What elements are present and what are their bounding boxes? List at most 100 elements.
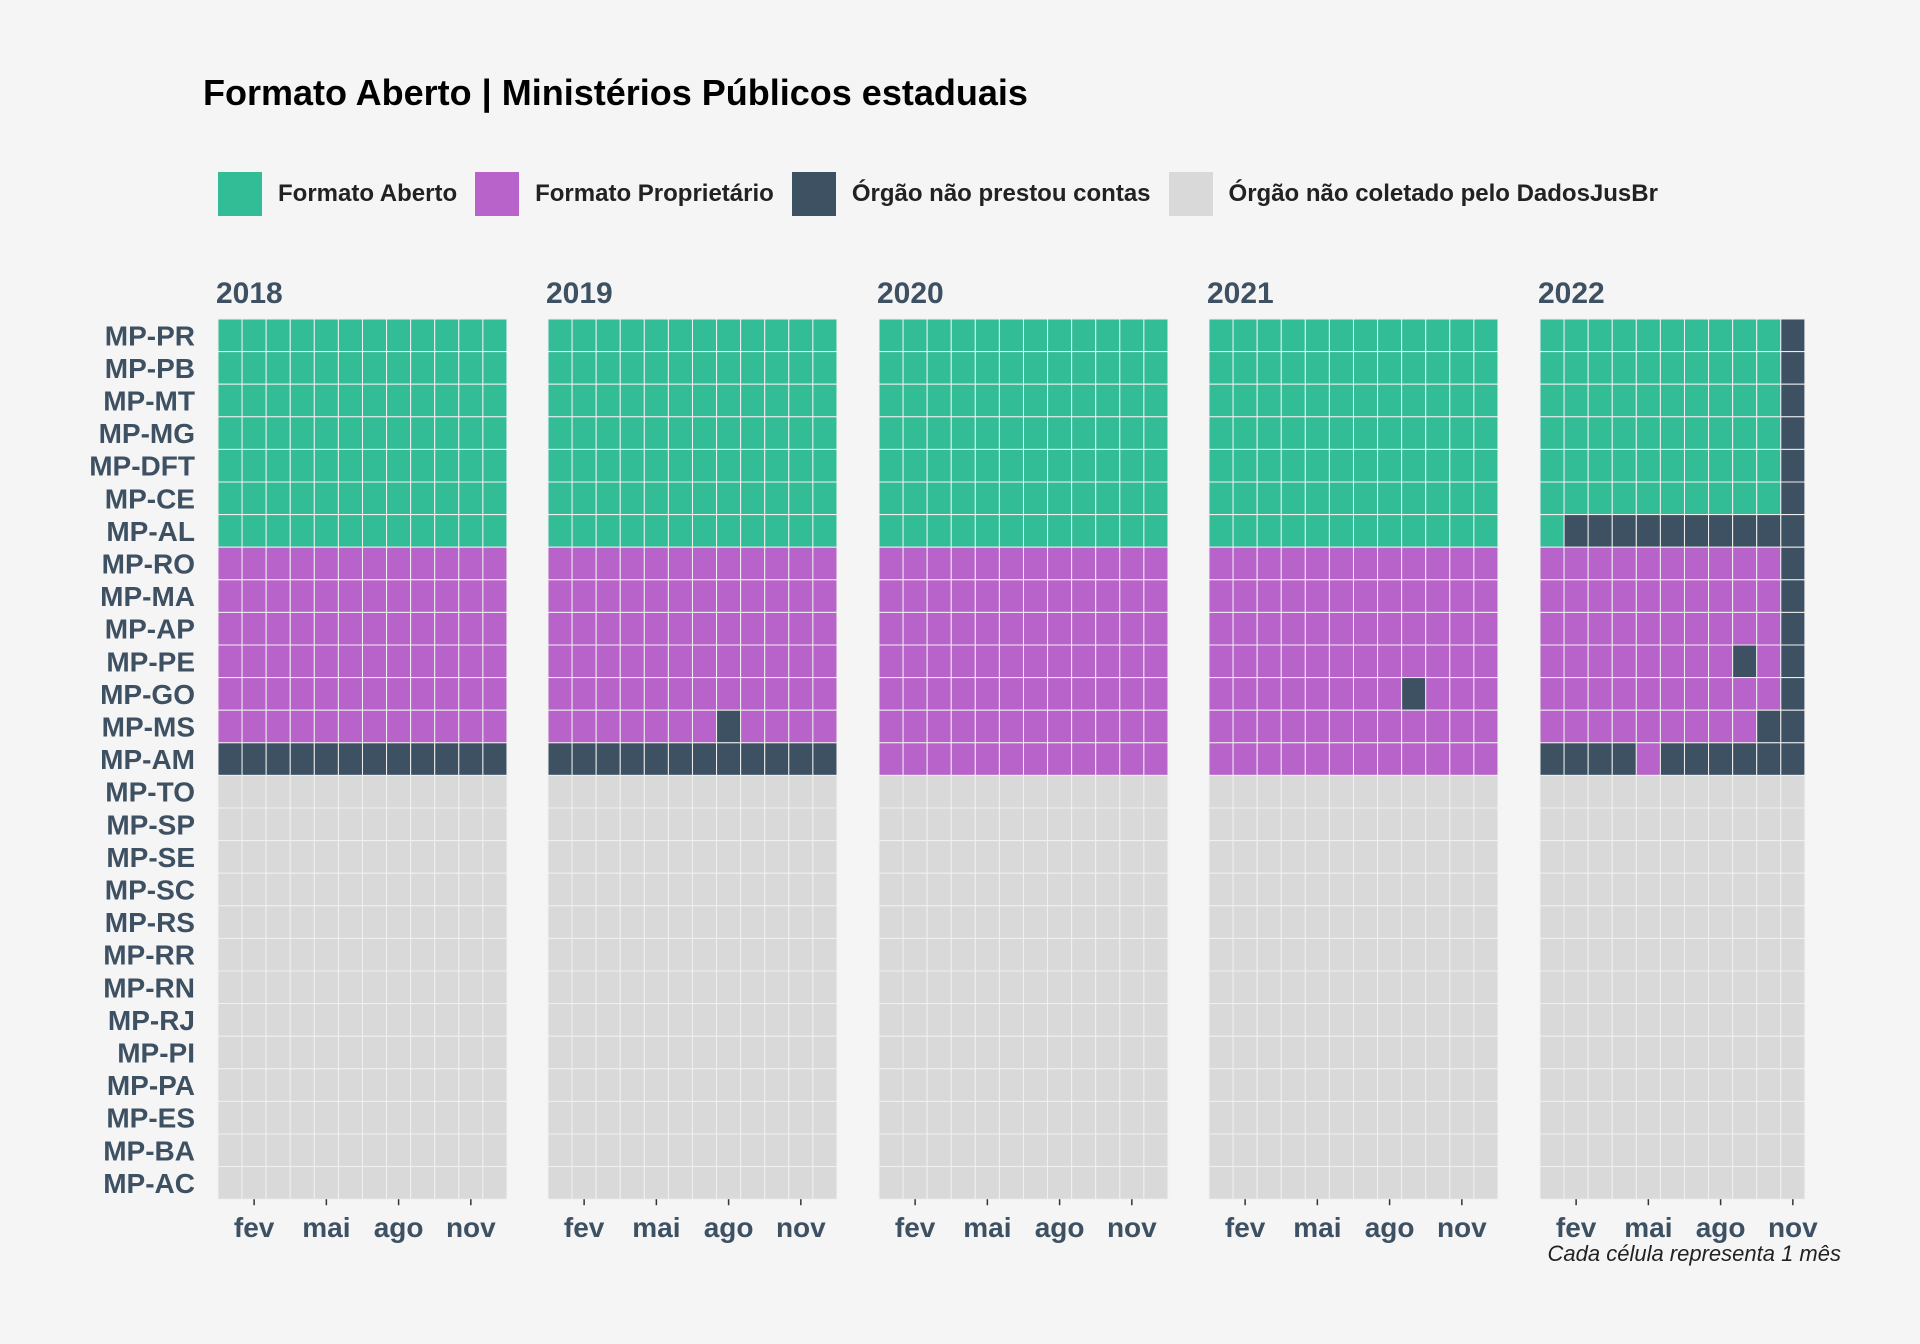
heatmap-cell: [1563, 1133, 1589, 1168]
heatmap-cell: [950, 448, 976, 483]
heatmap-cell: [1143, 546, 1169, 581]
heatmap-cell: [1587, 351, 1613, 385]
heatmap-cell: [1280, 872, 1306, 907]
heatmap-cell: [1143, 1100, 1169, 1135]
heatmap-cell: [667, 742, 693, 776]
heatmap-cell: [902, 351, 928, 385]
heatmap-cell: [740, 383, 766, 418]
heatmap-cell: [812, 1035, 838, 1070]
heatmap-cell: [788, 1100, 814, 1135]
heatmap-cell: [410, 970, 436, 1005]
heatmap-cell: [812, 872, 838, 907]
heatmap-cell: [1071, 546, 1097, 581]
heatmap-cell: [1659, 383, 1685, 418]
heatmap-cell: [1022, 677, 1049, 711]
heatmap-cell: [878, 644, 904, 679]
heatmap-cell: [458, 774, 484, 809]
heatmap-cell: [1756, 514, 1782, 548]
heatmap-cell: [1377, 1100, 1403, 1135]
heatmap-cell: [1352, 611, 1379, 646]
heatmap-cell: [998, 840, 1024, 874]
heatmap-cell: [1401, 1003, 1427, 1037]
heatmap-cell: [1708, 742, 1734, 776]
heatmap-cell: [974, 1100, 1000, 1135]
heatmap-cell: [902, 579, 928, 613]
heatmap-cell: [1449, 383, 1475, 418]
heatmap-cell: [1119, 546, 1145, 581]
heatmap-cell: [386, 807, 412, 842]
heatmap-cell: [1119, 611, 1145, 646]
heatmap-cell: [716, 579, 742, 613]
heatmap-cell: [1732, 937, 1758, 972]
heatmap-cell: [1756, 318, 1782, 353]
heatmap-cell: [1328, 742, 1354, 776]
heatmap-cell: [410, 448, 436, 483]
heatmap-cell: [1377, 872, 1403, 907]
heatmap-cell: [1095, 546, 1121, 581]
x-tick-label: nov: [1437, 1212, 1487, 1243]
heatmap-cell: [950, 807, 976, 842]
heatmap-cell: [241, 807, 267, 842]
heatmap-cell: [1232, 448, 1258, 483]
heatmap-cell: [458, 644, 484, 679]
heatmap-cell: [1449, 1100, 1475, 1135]
heatmap-cell: [595, 840, 621, 874]
heatmap-cell: [1352, 383, 1379, 418]
heatmap-cell: [434, 1035, 460, 1070]
heatmap-cell: [740, 416, 766, 450]
heatmap-cell: [1256, 546, 1282, 581]
heatmap-cell: [788, 872, 814, 907]
heatmap-cell: [265, 416, 291, 450]
heatmap-cell: [482, 448, 508, 483]
heatmap-cell: [1563, 416, 1589, 450]
heatmap-cell: [241, 1133, 267, 1168]
heatmap-cell: [595, 774, 621, 809]
heatmap-cell: [595, 481, 621, 516]
heatmap-cell: [788, 383, 814, 418]
heatmap-cell: [1449, 1003, 1475, 1037]
heatmap-cell: [1095, 872, 1121, 907]
heatmap-cell: [571, 774, 597, 809]
heatmap-cell: [1328, 1100, 1354, 1135]
heatmap-cell: [482, 840, 508, 874]
heatmap-cell: [1377, 546, 1403, 581]
heatmap-cell: [1304, 1035, 1330, 1070]
heatmap-cell: [878, 1100, 904, 1135]
heatmap-cell: [1352, 807, 1379, 842]
heatmap-cell: [289, 742, 315, 776]
heatmap-cell: [217, 677, 243, 711]
heatmap-cell: [1449, 644, 1475, 679]
heatmap-cell: [1232, 644, 1258, 679]
heatmap-cell: [1611, 448, 1637, 483]
heatmap-cell: [643, 807, 669, 842]
heatmap-cell: [386, 351, 412, 385]
heatmap-cell: [1328, 383, 1354, 418]
heatmap-cell: [1143, 774, 1169, 809]
heatmap-cell: [643, 905, 669, 939]
heatmap-cell: [547, 742, 573, 776]
heatmap-cell: [764, 872, 790, 907]
heatmap-cell: [410, 807, 436, 842]
heatmap-cell: [974, 318, 1000, 353]
heatmap-cell: [740, 840, 766, 874]
heatmap-cell: [1473, 1133, 1499, 1168]
heatmap-cell: [386, 1035, 412, 1070]
heatmap-cell: [1587, 644, 1613, 679]
heatmap-cell: [289, 1166, 315, 1200]
heatmap-cell: [1208, 709, 1234, 744]
heatmap-cell: [1683, 416, 1710, 450]
heatmap-cell: [1022, 1166, 1049, 1200]
heatmap-cell: [217, 481, 243, 516]
heatmap-cell: [740, 1133, 766, 1168]
heatmap-cell: [998, 416, 1024, 450]
heatmap-cell: [667, 481, 693, 516]
heatmap-cell: [1377, 481, 1403, 516]
x-tick-label: mai: [963, 1212, 1011, 1243]
heatmap-cell: [1401, 1068, 1427, 1102]
heatmap-cell: [950, 677, 976, 711]
heatmap-cell: [998, 742, 1024, 776]
heatmap-cell: [434, 546, 460, 581]
heatmap-cell: [241, 970, 267, 1005]
heatmap-cell: [1095, 1166, 1121, 1200]
